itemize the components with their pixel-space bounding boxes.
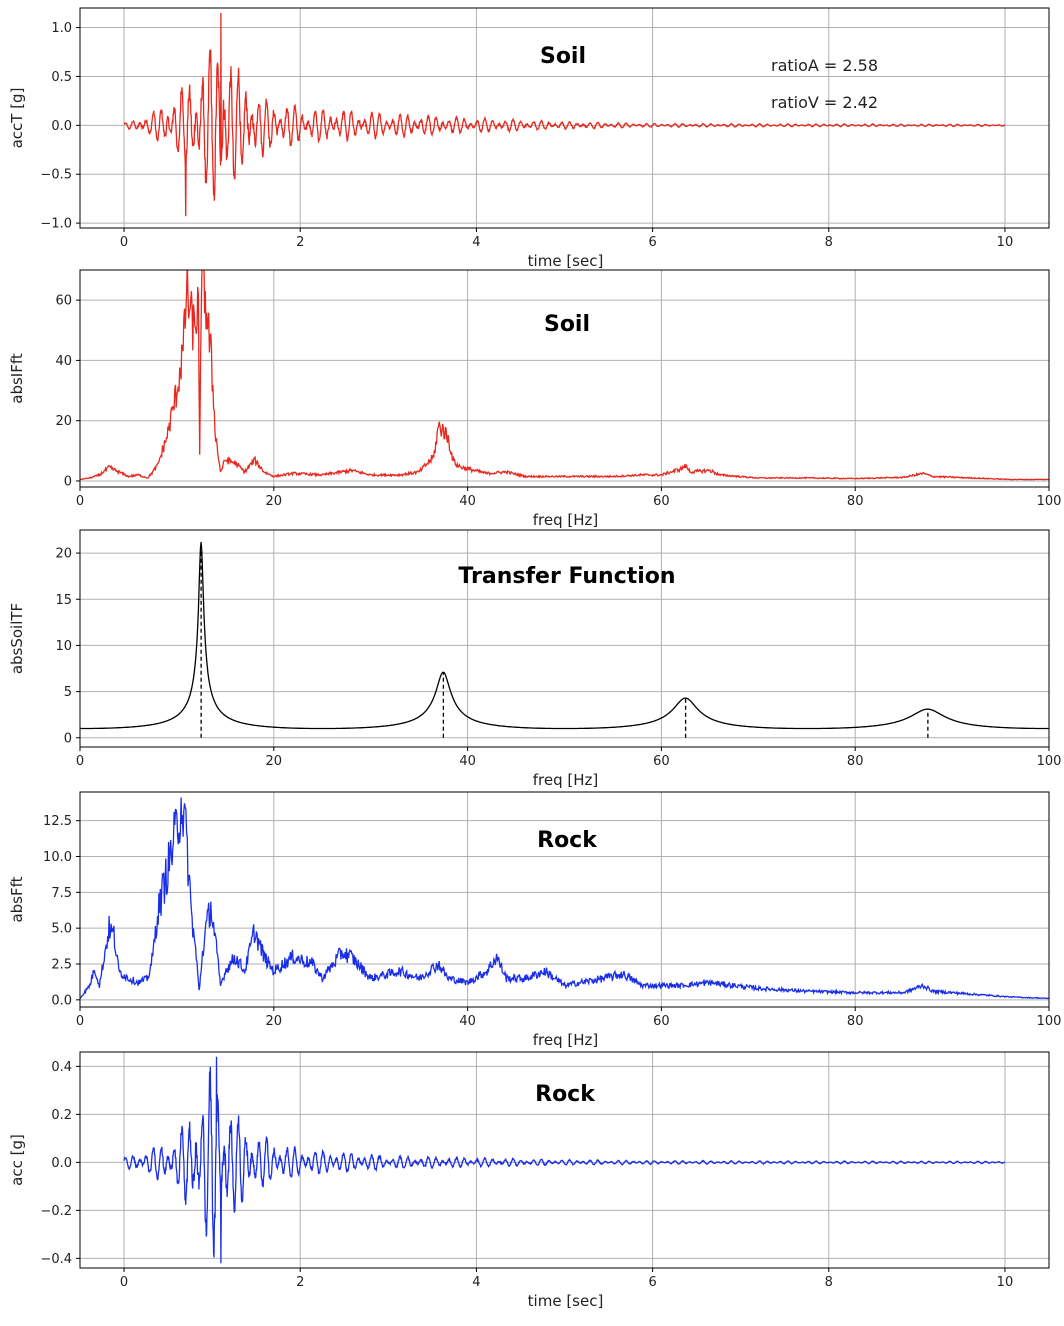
- y-axis-label: absSoilTF: [8, 603, 26, 674]
- y-tick-label: 0.0: [51, 119, 72, 134]
- x-tick-label: 8: [825, 1275, 833, 1290]
- panel-title: Transfer Function: [458, 564, 675, 589]
- plot-frame: [79, 1051, 1050, 1269]
- x-tick-label: 60: [653, 494, 670, 509]
- x-tick-label: 0: [76, 1014, 84, 1029]
- series-line-1: [123, 1056, 1006, 1264]
- x-tick-label: 6: [648, 235, 656, 250]
- y-tick-label: −1.0: [40, 217, 72, 232]
- x-tick-label: 2: [296, 235, 304, 250]
- x-tick-label: 8: [825, 235, 833, 250]
- y-tick-label: 12.5: [43, 814, 72, 829]
- y-tick-label: 60: [55, 294, 72, 309]
- plot-frame: [79, 791, 1050, 1008]
- x-tick-label: 20: [266, 1014, 283, 1029]
- series-line-1: [80, 270, 1049, 481]
- y-tick-label: −0.5: [40, 168, 72, 183]
- y-tick-label: 0.5: [51, 70, 72, 85]
- y-tick-label: 0.0: [51, 1156, 72, 1171]
- x-tick-label: 100: [1037, 494, 1062, 509]
- x-tick-label: 2: [296, 1275, 304, 1290]
- series-line-1: [80, 541, 1049, 730]
- x-axis-label: time [sec]: [528, 252, 604, 270]
- x-tick-label: 0: [76, 494, 84, 509]
- x-tick-label: 100: [1037, 1014, 1062, 1029]
- panel-title: Rock: [535, 1082, 596, 1107]
- y-tick-label: 10: [55, 639, 72, 654]
- y-tick-label: 0: [64, 731, 72, 746]
- x-tick-label: 80: [847, 1014, 864, 1029]
- series-line-1: [123, 12, 1006, 217]
- chart-panel-3: 0 20 40 60 80 100 0 5 10 15 20 freq [Hz] absSoilTF Tr…: [8, 529, 1062, 789]
- plot-frame: [79, 7, 1050, 229]
- y-axis-label: absFft: [8, 876, 26, 922]
- y-tick-label: −0.2: [40, 1204, 72, 1219]
- panel-title: Soil: [544, 312, 590, 337]
- x-tick-label: 4: [472, 1275, 480, 1290]
- x-tick-label: 10: [997, 1275, 1014, 1290]
- y-tick-label: 0.4: [51, 1060, 72, 1075]
- chart-panel-2: 0 20 40 60 80 100 0 20 40 60 freq [Hz] absIFft Soil: [8, 269, 1062, 529]
- y-tick-label: 5.0: [51, 922, 72, 937]
- plot-frame: [79, 269, 1050, 488]
- y-axis-label: accT [g]: [8, 88, 26, 149]
- series-line-1: [80, 797, 1049, 1000]
- annotation-text: ratioA = 2.58: [771, 56, 878, 75]
- y-tick-label: 0.2: [51, 1108, 72, 1123]
- x-tick-label: 60: [653, 754, 670, 769]
- annotation-text: ratioV = 2.42: [771, 93, 878, 112]
- y-tick-label: 7.5: [51, 886, 72, 901]
- y-tick-label: 15: [55, 593, 72, 608]
- y-tick-label: 2.5: [51, 958, 72, 973]
- x-axis-label: freq [Hz]: [533, 771, 599, 789]
- y-tick-label: 0.0: [51, 993, 72, 1008]
- x-tick-label: 6: [648, 1275, 656, 1290]
- y-tick-label: 40: [55, 354, 72, 369]
- y-tick-label: 1.0: [51, 21, 72, 36]
- y-tick-label: 20: [55, 414, 72, 429]
- x-tick-label: 80: [847, 494, 864, 509]
- y-axis-label: acc [g]: [8, 1134, 26, 1186]
- y-tick-label: 10.0: [43, 850, 72, 865]
- chart-panel-5: 0 2 4 6 8 10 −0.4 −0.2 0.0 0.2 0.4 time [sec] acc [g…: [8, 1051, 1050, 1310]
- y-tick-label: 20: [55, 547, 72, 562]
- y-tick-label: −0.4: [40, 1252, 72, 1267]
- y-axis-label: absIFft: [8, 353, 26, 404]
- y-tick-label: 0: [64, 474, 72, 489]
- x-tick-label: 60: [653, 1014, 670, 1029]
- x-tick-label: 40: [459, 494, 476, 509]
- panel-title: Soil: [540, 44, 586, 69]
- x-tick-label: 100: [1037, 754, 1062, 769]
- x-tick-label: 0: [120, 235, 128, 250]
- x-tick-label: 80: [847, 754, 864, 769]
- chart-panel-4: 0 20 40 60 80 100 0.0 2.5 5.0 7.5 10.0 12.5 freq [Hz…: [8, 791, 1062, 1049]
- x-tick-label: 0: [76, 754, 84, 769]
- x-tick-label: 20: [266, 754, 283, 769]
- x-axis-label: freq [Hz]: [533, 511, 599, 529]
- x-tick-label: 40: [459, 1014, 476, 1029]
- x-axis-label: time [sec]: [528, 1292, 604, 1310]
- x-tick-label: 4: [472, 235, 480, 250]
- plot-frame: [79, 529, 1050, 748]
- x-tick-label: 40: [459, 754, 476, 769]
- x-tick-label: 0: [120, 1275, 128, 1290]
- y-tick-label: 5: [64, 685, 72, 700]
- chart-panel-1: 0 2 4 6 8 10 −1.0 −0.5 0.0 0.5 1.0 time [sec] accT […: [8, 7, 1050, 270]
- x-axis-label: freq [Hz]: [533, 1031, 599, 1049]
- panel-title: Rock: [537, 828, 598, 853]
- x-tick-label: 10: [997, 235, 1014, 250]
- x-tick-label: 20: [266, 494, 283, 509]
